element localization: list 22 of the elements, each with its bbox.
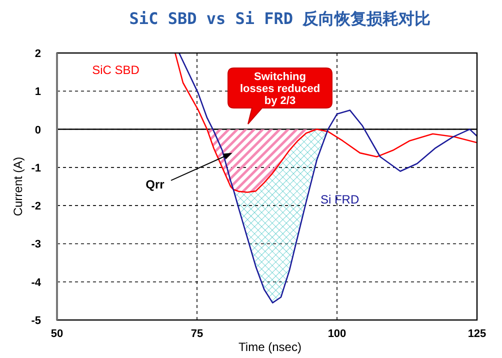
x-tick-label: 100 [328, 328, 346, 340]
y-axis-title: Current (A) [11, 156, 25, 216]
y-tick-label: 1 [34, 86, 41, 98]
x-tick-label: 50 [50, 328, 64, 340]
chart-title: SiC SBD vs Si FRD 反向恢复损耗对比 [129, 9, 431, 28]
y-tick-label: -4 [31, 276, 42, 289]
series-label: Si FRD [320, 192, 360, 207]
line-series [174, 53, 477, 193]
x-tick-label: 125 [468, 328, 486, 340]
line-series [178, 53, 477, 304]
y-tick-label: 0 [34, 124, 41, 136]
x-axis-title: Time (nsec) [238, 340, 302, 354]
arrow: Qrr [146, 152, 232, 192]
y-tick-label: -5 [31, 315, 41, 327]
y-tick-label: -1 [31, 162, 41, 174]
x-tick-label: 75 [190, 328, 204, 340]
annotation: Switching losses reduced by 2/3 [240, 71, 320, 107]
annotation: Qrr [146, 177, 165, 192]
y-tick-label: -2 [31, 200, 41, 213]
y-tick-label: 2 [34, 48, 41, 60]
text: SiC SBD [92, 62, 140, 77]
y-tick-label: -3 [31, 238, 41, 251]
